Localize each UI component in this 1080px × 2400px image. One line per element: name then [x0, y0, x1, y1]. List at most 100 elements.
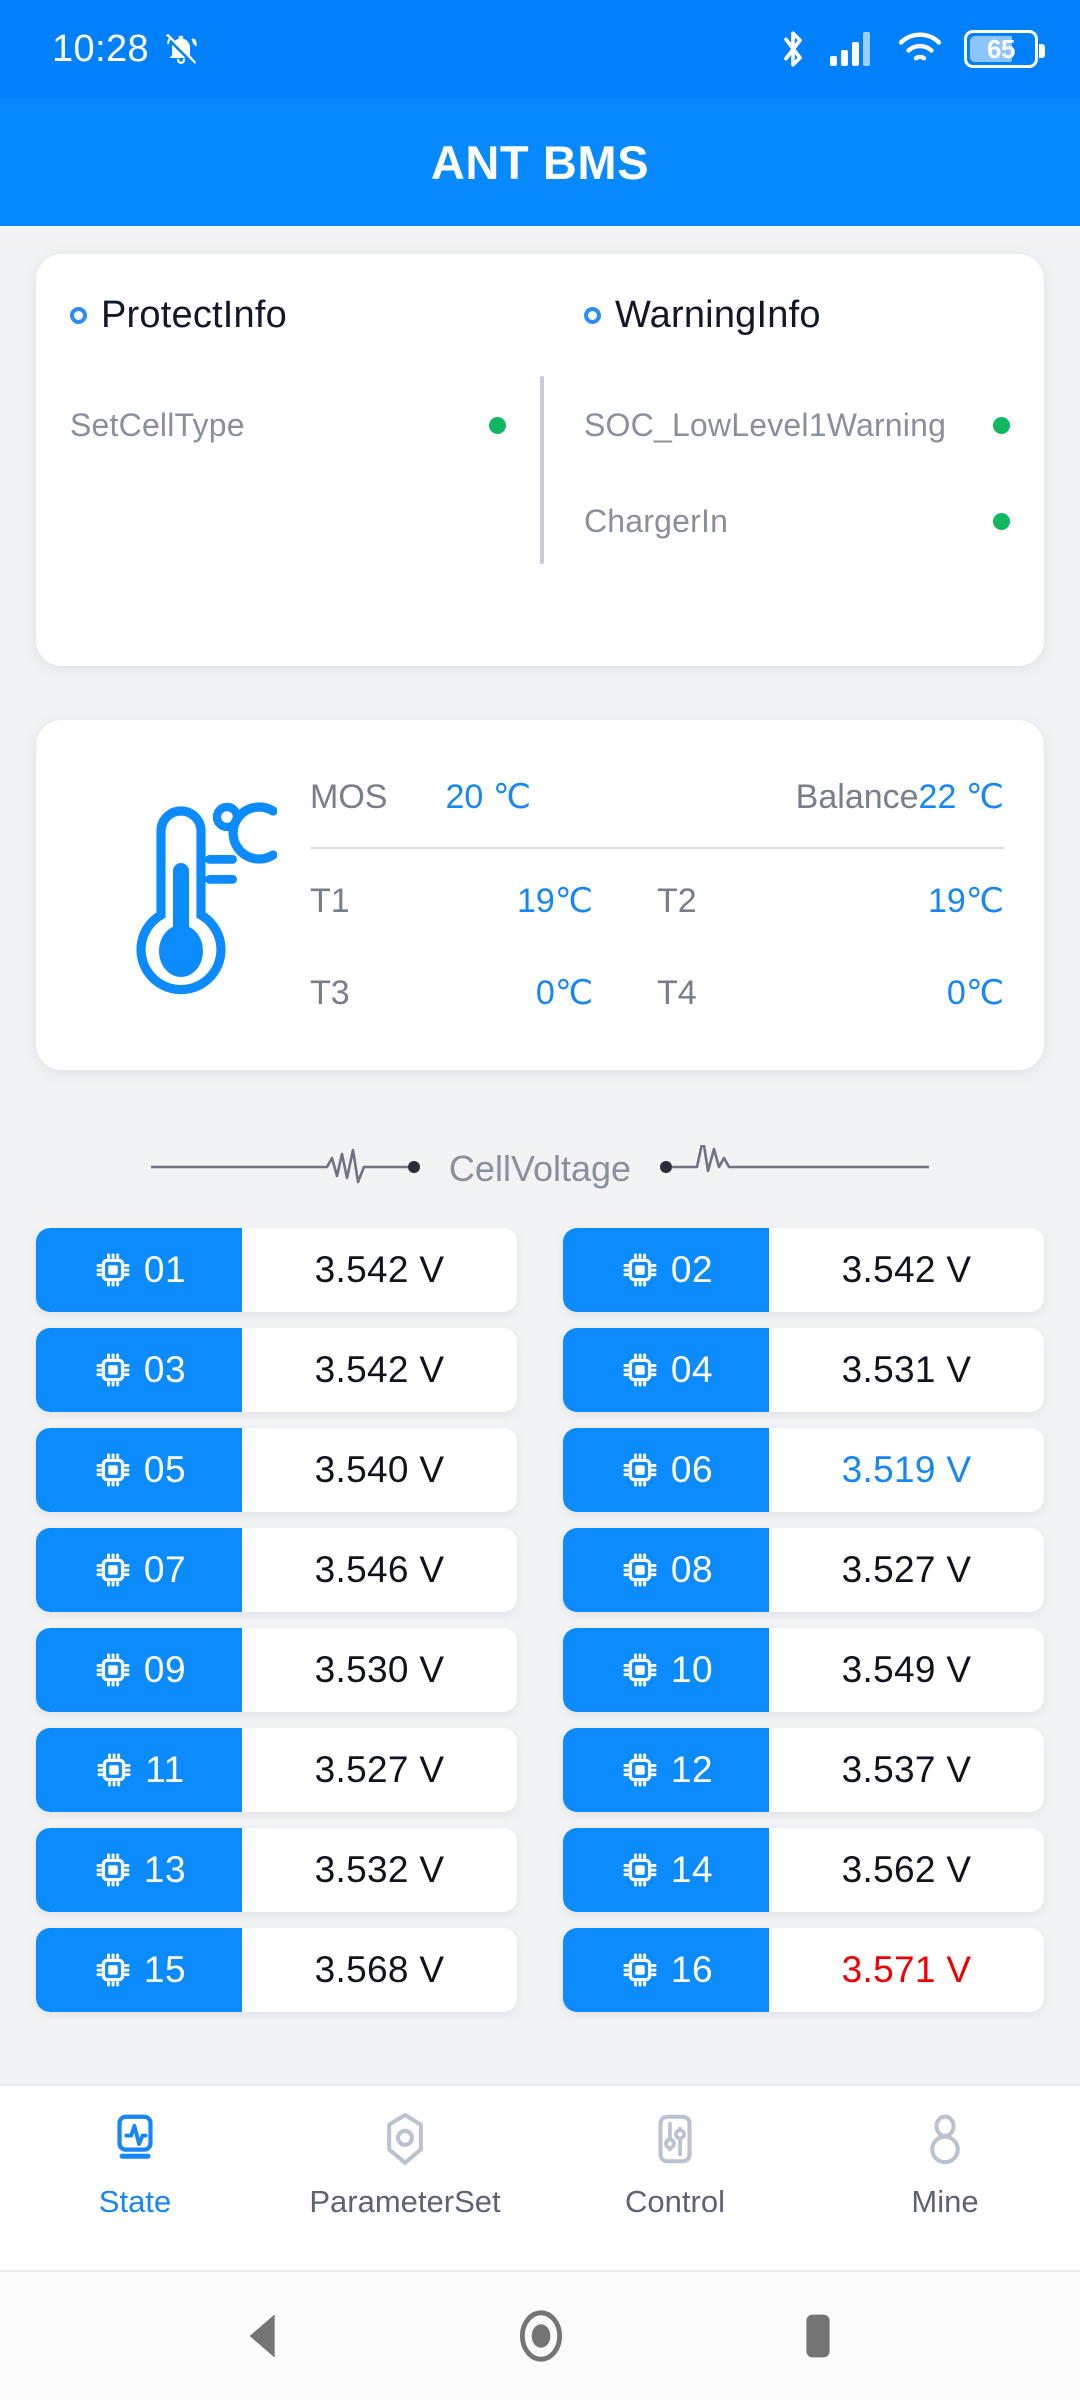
cell-item[interactable]: 04 3.531 V	[563, 1328, 1044, 1412]
temperature-sensor-row: T1 19℃ T2 19℃	[310, 855, 1004, 947]
status-dot-icon	[489, 416, 506, 434]
protect-info-row-label: SetCellType	[70, 406, 245, 443]
chip-icon	[619, 1749, 661, 1791]
warning-info-header: WarningInfo	[584, 294, 1010, 337]
monitor-pulse-icon	[106, 2108, 164, 2170]
warning-info-row-label: ChargerIn	[584, 502, 729, 539]
app-bar: ANT BMS	[0, 98, 1080, 226]
t4-label: T4	[657, 973, 697, 1012]
cell-voltage-value: 3.531 V	[841, 1349, 972, 1390]
mos-label: MOS	[310, 777, 388, 816]
cell-number: 11	[145, 1749, 185, 1790]
cell-voltage-value: 3.527 V	[841, 1549, 972, 1590]
cell-tag: 06	[563, 1428, 769, 1512]
system-navigation-bar	[0, 2270, 1080, 2400]
balance-temperature: Balance 22 ℃	[657, 777, 1004, 817]
main-content: ProtectInfo SetCellType WarningInfo SOC_…	[0, 226, 1080, 2084]
cell-voltage-value: 3.542 V	[314, 1249, 445, 1290]
tab-state[interactable]: State	[0, 2108, 270, 2220]
cell-number: 09	[143, 1649, 187, 1690]
thermometer-celsius-icon	[84, 787, 294, 1003]
circle-icon	[516, 2308, 566, 2364]
person-icon	[916, 2108, 974, 2170]
cell-number: 12	[670, 1749, 714, 1790]
cell-voltage-section-header: CellVoltage	[36, 1126, 1044, 1212]
warning-info-row: SOC_LowLevel1Warning	[584, 377, 1010, 473]
cell-tag: 14	[563, 1828, 769, 1912]
cell-voltage-value: 3.542 V	[314, 1349, 445, 1390]
ecg-line-right-icon	[657, 1137, 931, 1194]
recents-button[interactable]	[798, 2311, 838, 2361]
cell-item[interactable]: 01 3.542 V	[36, 1228, 517, 1312]
t2-value: 19℃	[927, 882, 1004, 920]
cell-voltage-value: 3.562 V	[841, 1849, 972, 1890]
cell-item[interactable]: 02 3.542 V	[563, 1228, 1044, 1312]
cell-number: 13	[143, 1849, 187, 1890]
cell-voltage-value: 3.530 V	[314, 1649, 445, 1690]
chip-icon	[619, 1849, 661, 1891]
protect-info-row: SetCellType	[70, 377, 506, 473]
tab-parameterset[interactable]: ParameterSet	[270, 2108, 540, 2220]
cell-item[interactable]: 16 3.571 V	[563, 1928, 1044, 2012]
cell-tag: 07	[36, 1528, 242, 1612]
cell-item[interactable]: 13 3.532 V	[36, 1828, 517, 1912]
cell-item[interactable]: 15 3.568 V	[36, 1928, 517, 2012]
cell-item[interactable]: 14 3.562 V	[563, 1828, 1044, 1912]
cell-voltage-value: 3.549 V	[841, 1649, 972, 1690]
mos-value: 20 ℃	[445, 778, 531, 816]
temperature-sensor-row: T3 0℃ T4 0℃	[310, 947, 1004, 1039]
t3-value: 0℃	[535, 974, 593, 1012]
cell-number: 04	[670, 1349, 714, 1390]
tab-label: Mine	[911, 2184, 979, 2219]
cell-item[interactable]: 10 3.549 V	[563, 1628, 1044, 1712]
t1-sensor: T1 19℃	[310, 881, 657, 921]
status-bar: 10:28	[0, 0, 1080, 98]
cell-item[interactable]: 06 3.519 V	[563, 1428, 1044, 1512]
cell-voltage-value: 3.546 V	[314, 1549, 445, 1590]
temperature-readings: MOS 20 ℃ Balance 22 ℃ T1 19℃	[294, 751, 1004, 1039]
hex-gear-icon	[376, 2108, 434, 2170]
cell-number: 01	[143, 1249, 187, 1290]
protect-warning-card: ProtectInfo SetCellType WarningInfo SOC_…	[36, 254, 1044, 666]
circle-marker-icon	[70, 307, 87, 324]
temperature-sensor-rows: T1 19℃ T2 19℃ T3 0℃	[310, 855, 1004, 1039]
cell-number: 10	[670, 1649, 714, 1690]
cell-item[interactable]: 12 3.537 V	[563, 1728, 1044, 1812]
cell-number: 05	[143, 1449, 187, 1490]
page-title: ANT BMS	[430, 135, 650, 189]
t1-label: T1	[310, 881, 350, 920]
status-dot-icon	[993, 512, 1010, 530]
cell-item[interactable]: 05 3.540 V	[36, 1428, 517, 1512]
t4-sensor: T4 0℃	[657, 973, 1004, 1013]
cell-voltage-value: 3.527 V	[314, 1749, 445, 1790]
balance-label: Balance	[795, 777, 919, 816]
warning-info-row-label: SOC_LowLevel1Warning	[584, 406, 947, 443]
cell-number: 08	[670, 1549, 714, 1590]
cell-item[interactable]: 11 3.527 V	[36, 1728, 517, 1812]
cell-item[interactable]: 03 3.542 V	[36, 1328, 517, 1412]
cell-item[interactable]: 07 3.546 V	[36, 1528, 517, 1612]
signal-icon	[830, 32, 876, 66]
home-button[interactable]	[516, 2308, 566, 2364]
cell-item[interactable]: 08 3.527 V	[563, 1528, 1044, 1612]
tab-control[interactable]: Control	[540, 2108, 810, 2220]
cell-voltage-value: 3.540 V	[314, 1449, 445, 1490]
t1-value: 19℃	[516, 882, 593, 920]
bottom-tab-bar: State ParameterSet Contro	[0, 2084, 1080, 2270]
cell-number: 15	[143, 1949, 187, 1990]
bell-muted-icon	[163, 31, 199, 67]
chip-icon	[92, 1949, 134, 1991]
cell-tag: 04	[563, 1328, 769, 1412]
cell-item[interactable]: 09 3.530 V	[36, 1628, 517, 1712]
back-button[interactable]	[242, 2311, 284, 2361]
tab-mine[interactable]: Mine	[810, 2108, 1080, 2220]
chip-icon	[92, 1449, 134, 1491]
temperature-top-row: MOS 20 ℃ Balance 22 ℃	[310, 751, 1004, 843]
t2-sensor: T2 19℃	[657, 881, 1004, 921]
status-bar-clock: 10:28	[52, 27, 150, 70]
t3-sensor: T3 0℃	[310, 973, 657, 1013]
chip-icon	[92, 1249, 134, 1291]
cell-voltage-title: CellVoltage	[448, 1148, 632, 1189]
cell-tag: 10	[563, 1628, 769, 1712]
